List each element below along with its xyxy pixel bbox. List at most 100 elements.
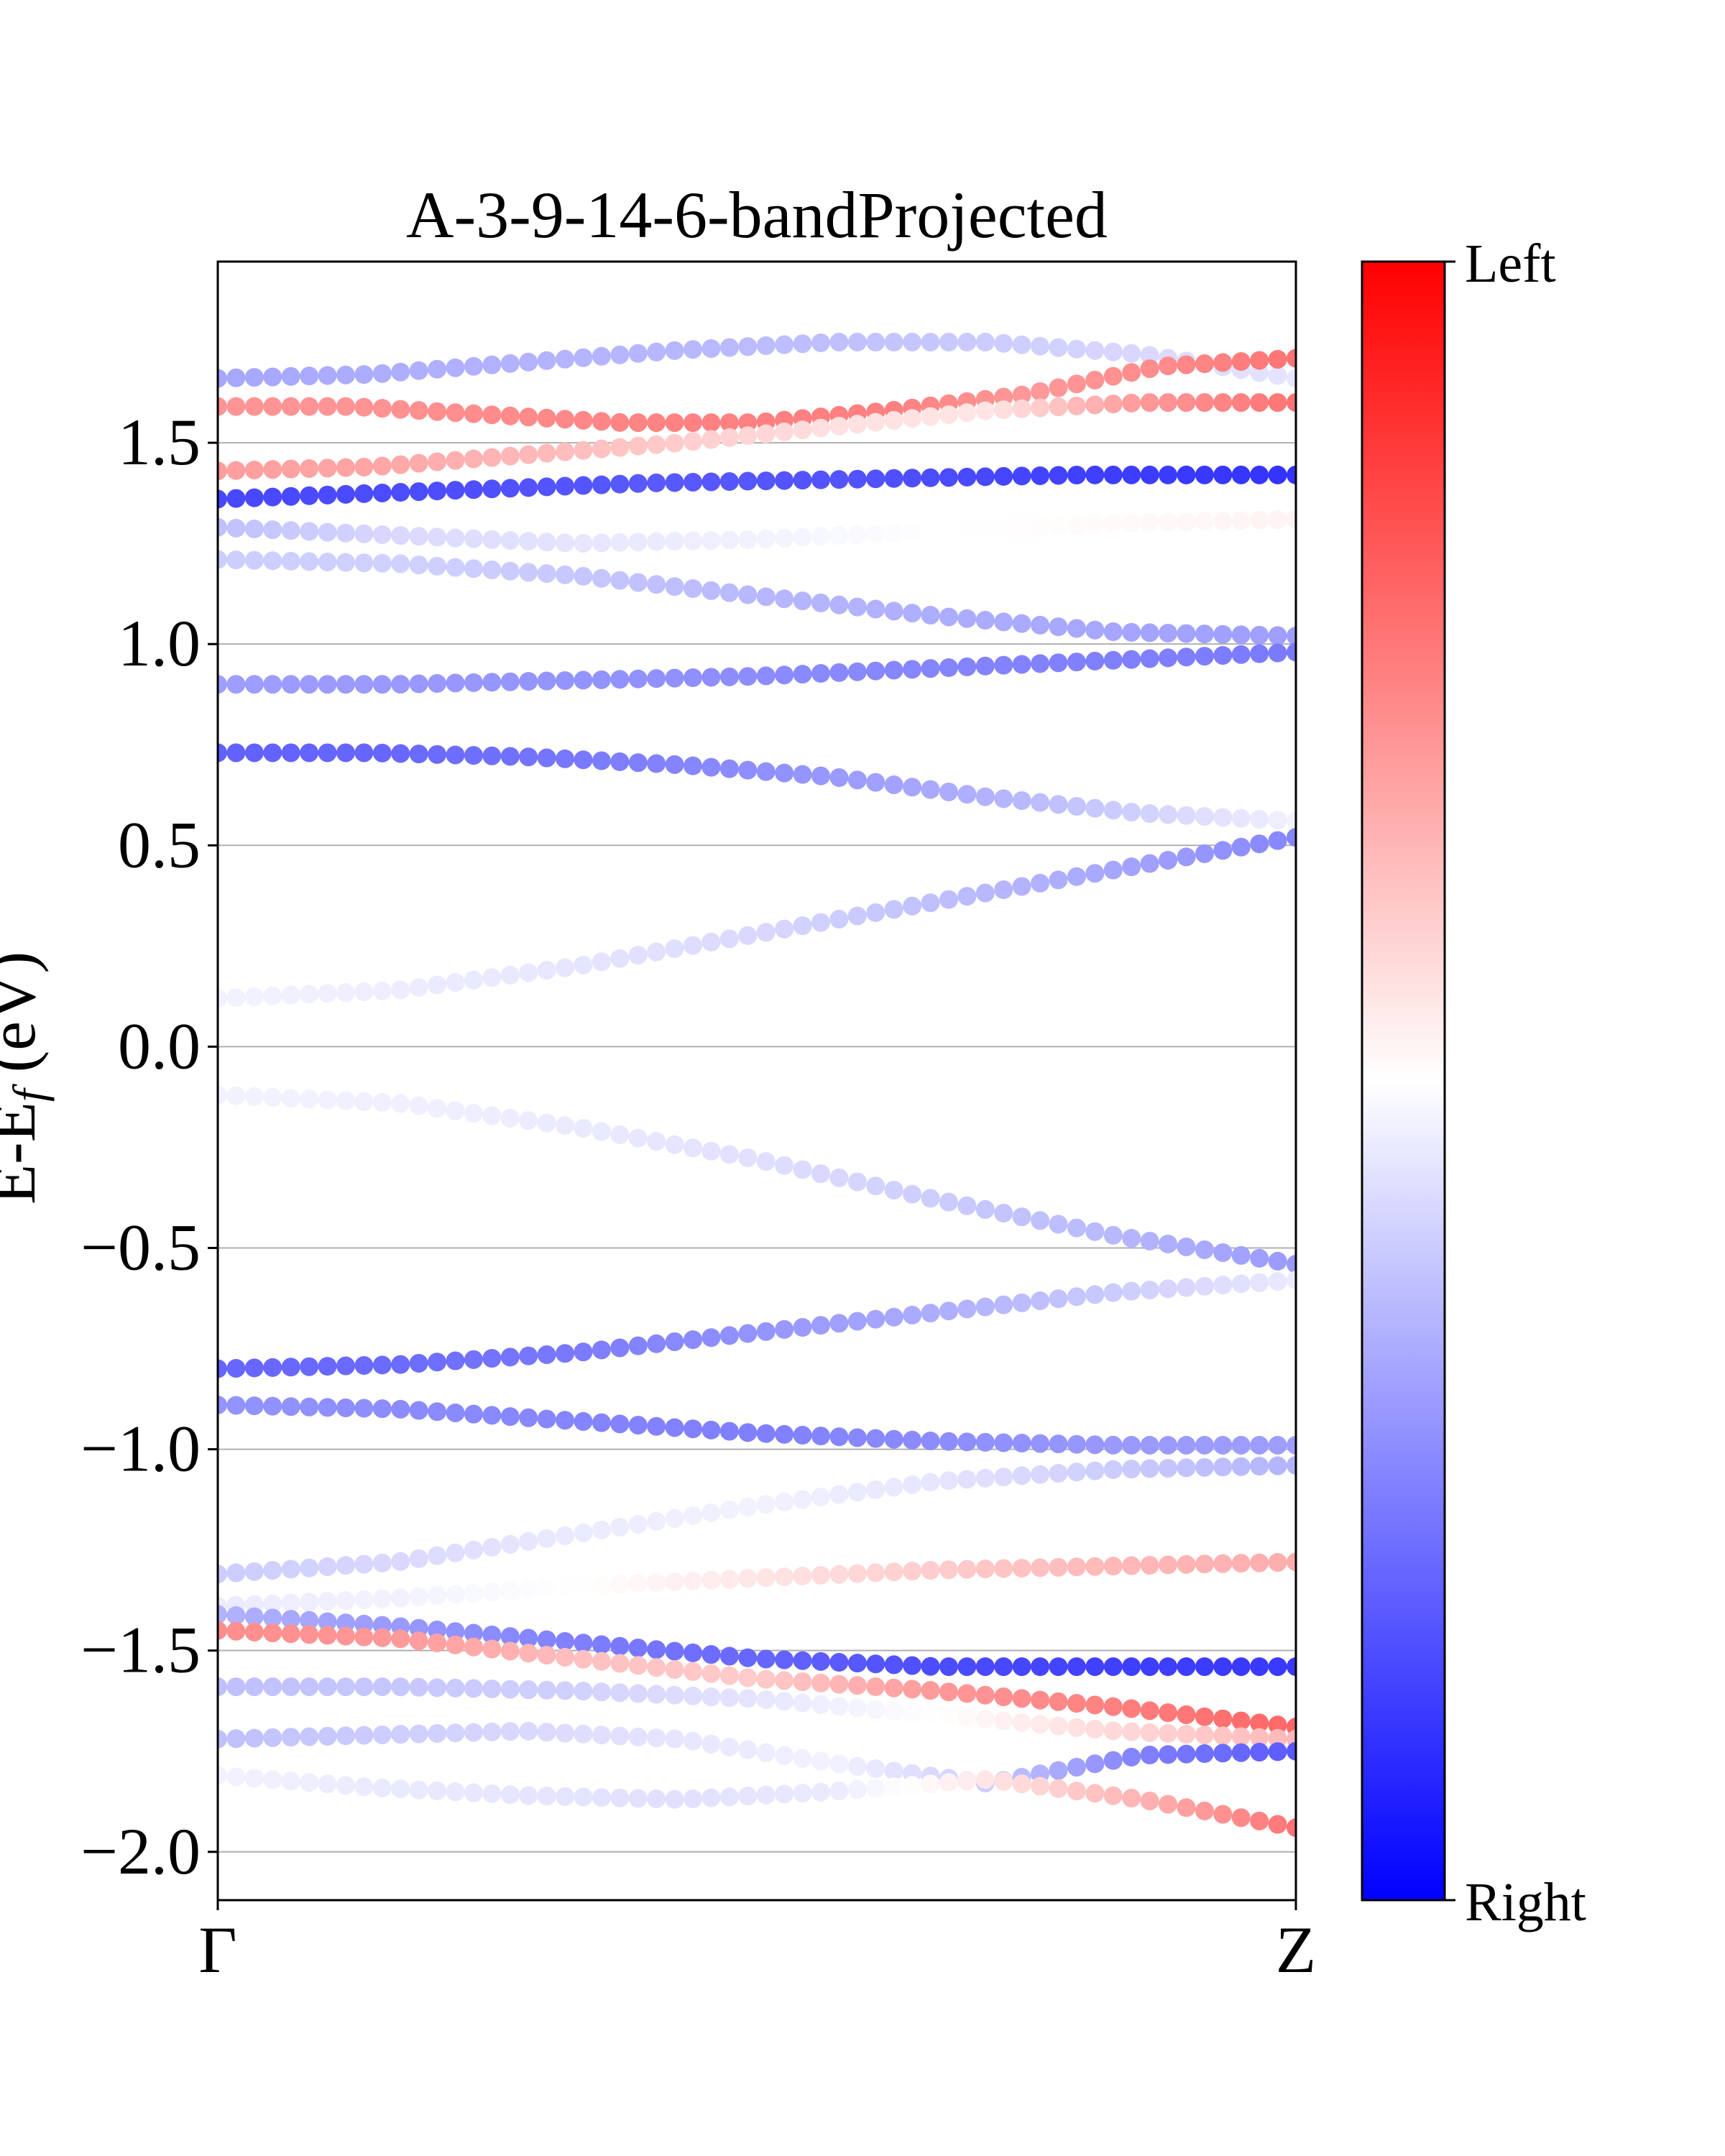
band-point [263,551,282,571]
band-point [811,1651,830,1671]
band-point [263,397,282,416]
band-19 [218,1766,1296,1838]
band-point [409,977,428,997]
band-point [428,975,447,995]
band-point [1159,1234,1178,1253]
band-point [1250,510,1269,530]
y-axis-ticks: 1.5 1.0 0.5 0.0 −0.5 −1.0 −1.5 −2.0 [80,405,218,1888]
band-point [756,762,776,781]
band-point [300,1677,319,1697]
band-point [665,413,684,433]
band-point [1012,1434,1031,1453]
band-point [628,946,648,965]
band-point [957,403,977,423]
band-point [592,346,611,366]
band-point [719,530,739,550]
band-point [921,1189,940,1208]
band-point [1213,511,1233,530]
band-point [847,1172,867,1192]
band-point [1067,1694,1086,1713]
band-point [994,655,1013,675]
band-point [482,746,502,765]
band-point [574,1576,593,1595]
band-point [903,409,922,428]
band-point [793,1160,812,1179]
band-point [519,1786,538,1805]
band-point [1031,1777,1050,1796]
band-point [811,333,830,352]
band-point [1287,349,1296,368]
band-point [1195,807,1214,826]
band-point [1159,1435,1178,1455]
band-point [592,1413,611,1432]
band-point [957,1772,977,1791]
band-point [939,1682,958,1702]
band-point [300,1397,319,1416]
band-point [391,455,410,474]
plot-frame [216,260,1297,1902]
band-point [537,564,556,584]
band-point [281,397,300,416]
band-point [829,1754,849,1774]
band-point [409,361,428,380]
band-point [884,1429,903,1449]
band-point [957,1299,977,1319]
band-point [793,528,812,547]
band-point [610,413,630,432]
band-point [336,1776,355,1795]
band-point [1250,1713,1269,1733]
band-point [1103,1557,1123,1576]
band-point [244,550,264,570]
band-point [1213,625,1233,644]
band-point [218,1766,227,1785]
band-point [300,1357,319,1376]
band-point [1031,398,1050,418]
band-point [537,1630,556,1649]
band-point [446,1622,465,1641]
band-point [464,1623,483,1643]
band-point [1122,344,1141,363]
band-point [994,1468,1013,1487]
band-point [1103,395,1123,414]
band-point [218,1677,227,1697]
band-point [391,526,410,545]
band-point [1250,1657,1269,1677]
band-point [1268,465,1287,484]
band-point [1268,626,1287,645]
band-point [244,368,264,387]
band-point [500,561,520,581]
band-point [847,525,867,545]
band-point [775,1424,794,1444]
band-point [1103,1751,1123,1770]
band-point [702,472,721,492]
band-point [702,581,721,600]
band-point [409,745,428,764]
band-point [665,1332,684,1351]
band-point [354,1355,374,1375]
band-point [1067,619,1086,638]
band-point [866,903,886,922]
band-point [1177,847,1196,867]
band-point [300,1625,319,1644]
band-point [738,413,758,433]
band-point [847,1428,867,1447]
band-point [409,401,428,420]
band-point [719,1646,739,1666]
band-point [226,1358,246,1378]
band-point [500,1722,520,1741]
band-point [829,1653,849,1672]
band-point [428,1678,447,1697]
band-point [1268,1553,1287,1572]
band-point [939,658,958,678]
band-point [756,1649,776,1669]
band-point [647,1728,666,1748]
band-point [719,472,739,492]
band-point [811,1751,830,1771]
band-point [318,1090,337,1110]
band-point [1085,1695,1105,1715]
band-point [574,410,593,430]
band-point [391,554,410,573]
band-point [775,919,794,939]
band-point [866,1677,886,1697]
